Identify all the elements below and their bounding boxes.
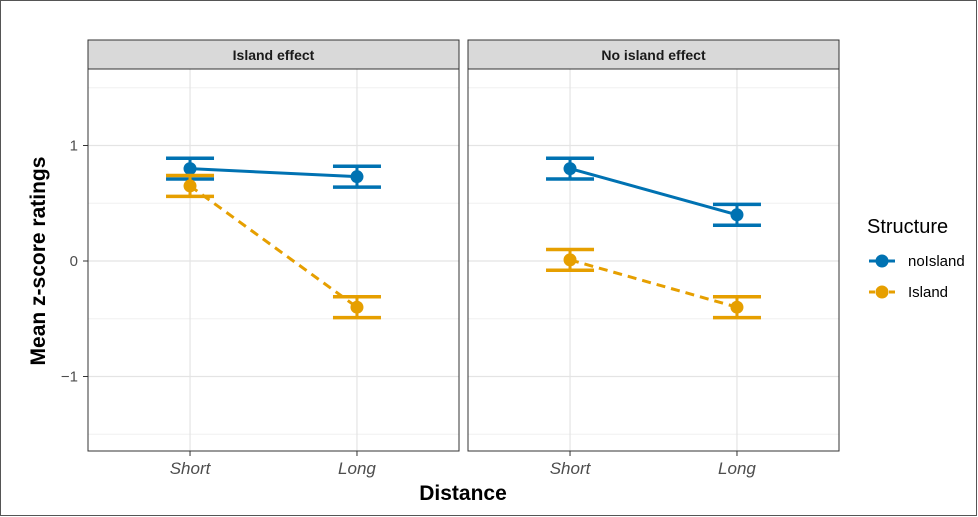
y-axis-ticks: −1 0 1 [61,138,88,386]
legend: Structure noIsland Island [867,216,965,301]
data-point-island [730,300,744,314]
y-axis-title: Mean z-score ratings [27,157,50,366]
data-point-noisland [350,170,364,184]
legend-label-noisland: noIsland [908,253,965,270]
panel-border [467,68,840,452]
data-point-island [350,300,364,314]
facet-strip-label: Island effect [233,47,315,63]
facet-strip [467,39,840,70]
legend-items: noIsland Island [869,253,965,301]
panel-no-island-effect: No island effect [467,39,840,452]
x-tick-label: Short [550,459,592,478]
panel-grid [468,69,839,451]
data-point-noisland [730,208,744,222]
panel-island-effect: Island effect [87,39,460,452]
data-point-noisland [183,162,197,176]
x-tick-label: Long [338,459,376,478]
data-point-island [183,179,197,193]
series-line-noisland [569,167,738,217]
panel-marks [546,156,761,320]
series-line-island [569,258,738,309]
data-point-island [563,253,577,267]
data-point-noisland [563,162,577,176]
legend-title: Structure [867,216,948,238]
y-tick-label: −1 [61,369,78,386]
x-axis-title: Distance [419,482,507,505]
x-tick-label: Short [170,459,212,478]
legend-key-point-noisland [875,254,889,268]
x-tick-label: Long [718,459,756,478]
panel-grid [88,69,459,451]
x-axis-ticks: Short Long Short Long [170,451,756,478]
legend-label-island: Island [908,284,948,301]
y-tick-label: 0 [70,253,78,270]
legend-key-point-island [875,285,889,299]
panel-border [87,68,460,452]
series-line-noisland [189,167,358,179]
facet-strip-label: No island effect [601,47,706,63]
series-line-island [189,184,358,309]
y-tick-label: 1 [70,138,78,155]
panel-marks [166,156,381,320]
